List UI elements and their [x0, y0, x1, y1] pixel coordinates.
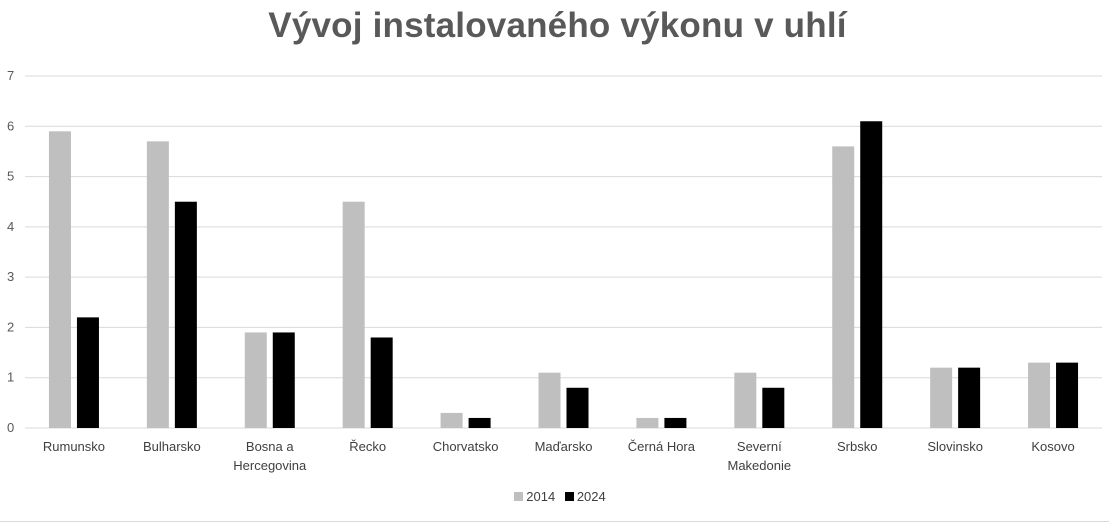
bar-2024 — [174, 201, 197, 428]
bar-2014 — [1028, 362, 1051, 428]
bar-2024 — [370, 337, 393, 428]
bar-2024 — [1056, 362, 1079, 428]
x-tick-label: Slovinsko — [927, 439, 983, 454]
bar-2014 — [832, 146, 855, 428]
x-axis-ticks: Rumunsko Bulharsko Bosna a Hercegovina Řecko… — [43, 439, 1075, 473]
bar-2014 — [146, 141, 169, 428]
bar-2024 — [468, 417, 491, 428]
bars — [48, 121, 1079, 429]
bar-2024 — [958, 367, 981, 428]
bar-2024 — [272, 332, 295, 428]
x-tick-label: Rumunsko — [43, 439, 105, 454]
bar-2014 — [440, 412, 463, 428]
x-tick-label: Maďarsko — [535, 439, 593, 454]
x-tick-label: Černá Hora — [628, 439, 696, 454]
bar-2014 — [342, 201, 365, 428]
x-tick-label: Bulharsko — [143, 439, 201, 454]
bar-2014 — [930, 367, 953, 428]
x-tick-label: Makedonie — [728, 458, 792, 473]
legend-item-2024: 2024 — [564, 489, 606, 504]
y-tick-label: 5 — [7, 169, 14, 184]
gridlines — [25, 75, 1102, 429]
bar-2024 — [566, 387, 589, 428]
bar-2014 — [734, 372, 757, 428]
y-tick-label: 1 — [7, 370, 14, 385]
y-tick-label: 6 — [7, 118, 14, 133]
y-axis-ticks: 0 1 2 3 4 5 6 7 — [7, 68, 14, 435]
x-tick-label: Chorvatsko — [433, 439, 499, 454]
x-tick-label: Srbsko — [837, 439, 877, 454]
bar-2024 — [860, 121, 883, 428]
y-tick-label: 3 — [7, 269, 14, 284]
bar-2024 — [762, 387, 785, 428]
y-tick-label: 4 — [7, 219, 14, 234]
x-tick-label: Kosovo — [1031, 439, 1074, 454]
bar-2014 — [538, 372, 561, 428]
legend-swatch-2014 — [514, 492, 524, 501]
legend-item-2014: 2014 — [514, 489, 555, 504]
legend-swatch-2024 — [564, 492, 574, 501]
x-tick-label: Severní — [737, 439, 782, 454]
bar-2014 — [636, 417, 659, 428]
bar-2024 — [664, 417, 687, 428]
legend-label-2024: 2024 — [576, 489, 606, 504]
x-tick-label: Bosna a — [246, 439, 294, 454]
y-tick-label: 2 — [7, 319, 14, 334]
x-tick-label: Hercegovina — [233, 458, 307, 473]
x-tick-label: Řecko — [349, 439, 386, 454]
chart-title: Vývoj instalovaného výkonu v uhlí — [268, 6, 847, 45]
legend: 2014 2024 — [0, 489, 1109, 504]
legend-label-2014: 2014 — [526, 489, 556, 504]
bar-2024 — [76, 317, 99, 428]
bar-2014 — [48, 131, 71, 429]
y-tick-label: 0 — [7, 420, 14, 435]
bottom-divider — [0, 521, 1109, 522]
bar-2014 — [244, 332, 267, 428]
y-tick-label: 7 — [7, 68, 14, 83]
